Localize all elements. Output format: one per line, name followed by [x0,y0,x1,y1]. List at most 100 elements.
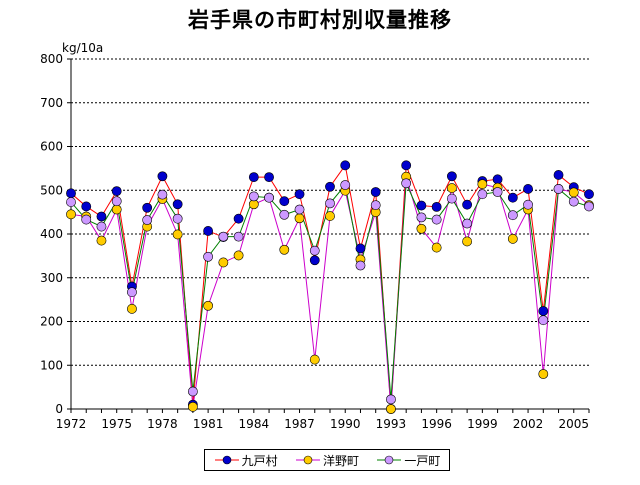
series-2-point-1979 [172,213,183,224]
series-2-point-1989 [325,198,335,209]
series-2-point-1999 [477,189,488,200]
series-0-point-1995 [416,200,427,211]
series-1-point-1980 [187,401,198,412]
series-2-point-2002 [523,199,533,210]
series-2-point-1982 [218,231,229,242]
series-1-point-1974 [96,235,107,246]
series-markers [66,160,594,414]
legend-label-1: 洋野町 [322,453,359,468]
series-2-point-2000 [492,187,503,197]
series-0-point-1973 [81,201,92,212]
series-1-point-1982 [218,257,229,268]
series-2-point-1974 [96,221,107,232]
series-0-point-1975 [111,186,122,197]
series-0-point-1974 [96,211,107,222]
series-2-point-2001 [507,210,518,221]
x-tick-label-1978: 1978 [147,417,178,431]
series-1-point-1995 [416,223,427,234]
series-2-point-1997 [446,193,457,204]
series-0-point-2004 [553,170,564,180]
legend-swatch-2 [377,455,402,465]
series-0-point-1985 [264,172,274,183]
series-0-point-1978 [157,171,168,182]
x-tick-label-1990: 1990 [330,417,361,431]
series-0-point-2003 [538,306,549,316]
series-0-point-1977 [142,202,153,213]
x-tick-label-1981: 1981 [193,417,224,431]
series-2-point-1986 [279,209,290,220]
axes [67,58,590,413]
series-1-point-1981 [203,300,214,311]
series-0-point-1990 [340,160,351,171]
series-0-point-2002 [523,184,533,194]
series-1-point-1987 [294,213,305,224]
y-tick-label-600: 600 [40,140,63,154]
series-0-point-1979 [172,199,183,210]
series-0-point-1972 [66,188,76,199]
series-0-point-1998 [462,199,473,210]
y-tick-label-500: 500 [40,183,63,197]
y-tick-label-0: 0 [55,402,63,416]
series-0-point-1987 [294,189,305,200]
x-tick-label-1987: 1987 [284,417,315,431]
series-2-point-1991 [355,260,366,271]
y-tick-label-400: 400 [40,227,63,241]
x-tick-label-1999: 1999 [467,417,498,431]
series-0-point-1984 [248,172,259,183]
y-tick-label-800: 800 [40,52,63,66]
series-1-point-1975 [111,204,122,215]
x-tick-label-1975: 1975 [101,417,132,431]
x-tick-label-1984: 1984 [239,417,270,431]
y-axis-unit-label: kg/10a [62,41,104,55]
series-2-point-1975 [111,196,122,207]
series-2-point-1973 [81,214,92,225]
series-2-point-1985 [264,192,274,203]
series-1-point-1999 [477,179,488,190]
series-0-point-1981 [203,226,214,236]
y-tick-label-200: 200 [40,315,63,329]
series-1-point-2005 [568,187,579,198]
series-1-point-1993 [386,404,396,414]
y-tick-label-100: 100 [40,358,63,372]
series-0-point-1992 [370,187,381,197]
series-1-point-2003 [538,369,549,379]
series-0-point-1996 [431,201,442,212]
series-2-point-1981 [203,251,214,262]
y-tick-label-700: 700 [40,96,63,110]
series-0-point-1989 [325,181,335,192]
series-1-point-1998 [462,236,473,247]
series-2-point-1988 [309,245,320,256]
series-2-point-1983 [233,231,244,242]
y-tick-label-300: 300 [40,271,63,285]
series-1-point-1976 [127,303,137,314]
series-2-point-1995 [416,212,427,223]
legend-swatch-1 [295,455,320,465]
series-2-point-2004 [553,184,564,194]
series-2-point-1998 [462,218,473,229]
series-1-point-1989 [325,211,335,221]
series-2-point-1980 [187,386,198,397]
x-tick-label-1993: 1993 [376,417,407,431]
series-2-point-2006 [584,201,594,212]
series-2-point-1978 [157,189,168,200]
legend-item-1: 洋野町 [295,452,359,469]
series-2-point-1972 [66,197,76,207]
series-2-point-1987 [294,204,305,215]
series-1-point-1986 [279,244,290,255]
series-0-point-1991 [355,243,366,254]
series-0-point-2000 [492,174,503,185]
legend-item-0: 九戸村 [214,452,278,469]
x-tick-labels: 1972 1975 1978 1981 1984 1987 1990 1993 1996 1999… [56,417,589,431]
series-0-point-1988 [309,255,320,266]
x-tick-label-1972: 1972 [56,417,87,431]
series-2-point-1977 [142,215,153,225]
series-2-point-2003 [538,315,549,326]
legend-item-2: 一戸町 [376,452,440,469]
series-2-point-1994 [401,178,412,189]
series-1-point-1972 [66,209,76,220]
series-1-point-1979 [172,229,183,240]
series-0-point-1997 [446,171,457,182]
series-0-point-2001 [507,192,518,203]
series-0-point-1983 [233,213,244,224]
